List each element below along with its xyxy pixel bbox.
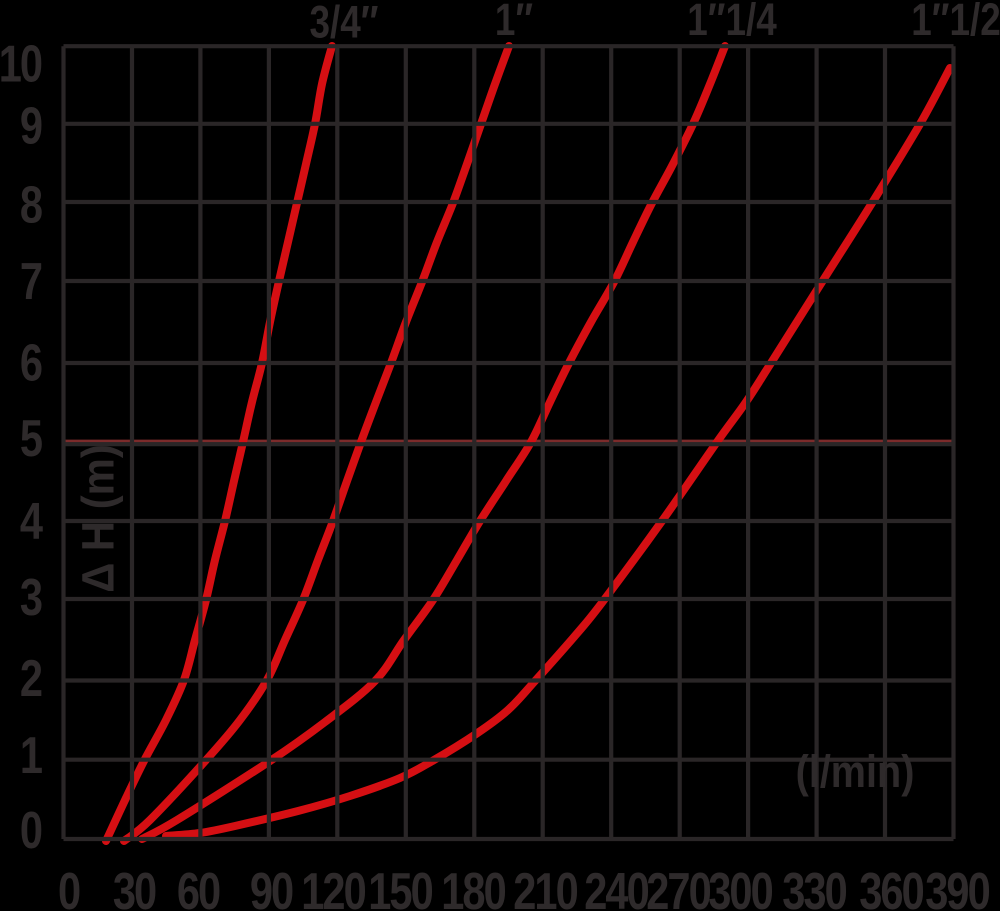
svg-text:90: 90 <box>250 862 293 911</box>
svg-text:(l/min): (l/min) <box>796 747 915 797</box>
svg-text:1: 1 <box>20 726 42 785</box>
svg-text:120: 120 <box>301 862 365 911</box>
svg-text:Δ H (m): Δ H (m) <box>74 444 124 593</box>
svg-text:180: 180 <box>441 862 505 911</box>
svg-text:2: 2 <box>20 649 42 708</box>
svg-text:300: 300 <box>708 862 772 911</box>
svg-text:1″1/2: 1″1/2 <box>911 0 1000 45</box>
svg-text:3: 3 <box>20 568 42 627</box>
svg-text:270: 270 <box>646 862 710 911</box>
svg-text:3/4″: 3/4″ <box>310 0 379 47</box>
svg-text:6: 6 <box>20 333 42 392</box>
svg-text:330: 330 <box>782 862 846 911</box>
svg-text:240: 240 <box>584 862 648 911</box>
svg-text:60: 60 <box>177 862 220 911</box>
svg-text:1″1/4: 1″1/4 <box>687 0 777 45</box>
svg-text:0: 0 <box>58 862 80 911</box>
svg-text:7: 7 <box>20 252 42 311</box>
svg-text:5: 5 <box>20 409 42 468</box>
svg-text:150: 150 <box>368 862 432 911</box>
svg-text:4: 4 <box>20 492 43 551</box>
svg-text:8: 8 <box>20 175 42 234</box>
svg-text:9: 9 <box>20 96 42 155</box>
svg-text:360: 360 <box>859 862 923 911</box>
svg-text:390: 390 <box>925 862 989 911</box>
svg-text:10: 10 <box>0 34 42 93</box>
svg-text:210: 210 <box>513 862 577 911</box>
svg-text:0: 0 <box>20 801 42 860</box>
svg-text:30: 30 <box>113 862 156 911</box>
svg-text:1″: 1″ <box>495 0 533 45</box>
